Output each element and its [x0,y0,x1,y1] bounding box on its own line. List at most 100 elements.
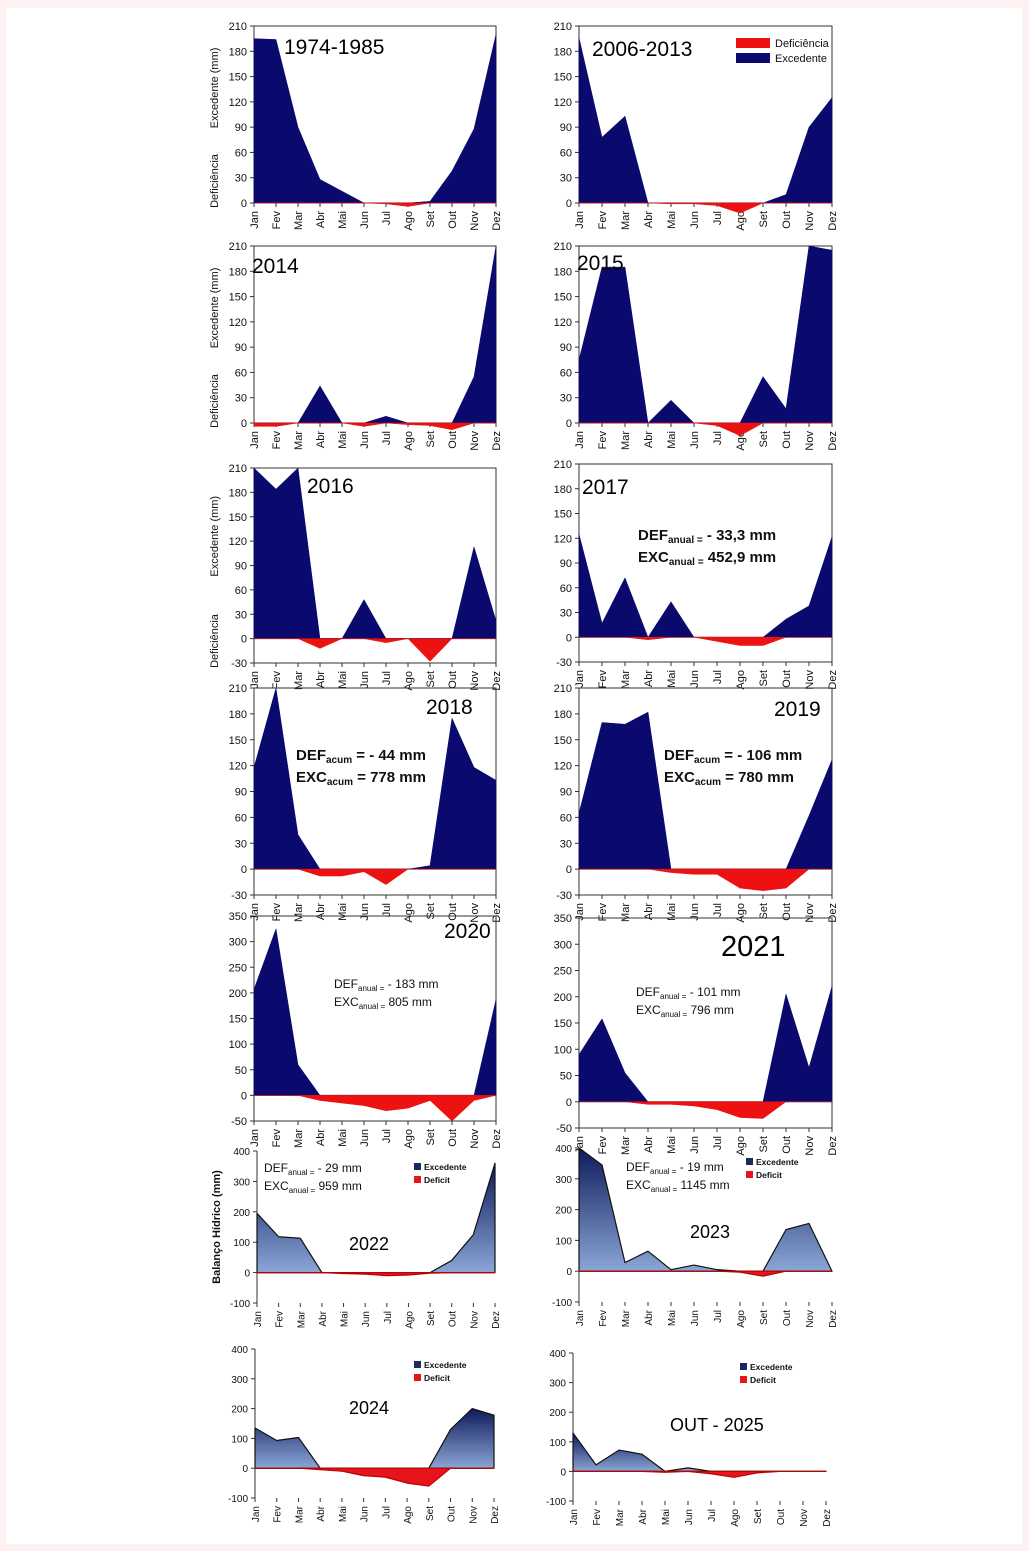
def-subscript: acum [694,755,720,766]
y-tick-label: 0 [566,198,572,210]
x-tick-label: Mar [621,1309,632,1327]
chart-2020: -50 0 50 100 150 200 250 300 350 Jan Fev Mar Abr Mai J… [229,911,503,1149]
chart-title: 1974-1985 [284,36,384,59]
y-tick-label: 0 [560,1467,566,1478]
def-value: - 29 mm [314,1161,361,1175]
y-tick-label: 90 [235,561,247,573]
y-tick-label: -100 [230,1299,250,1310]
x-tick-label: Nov [469,671,481,691]
x-tick-label: Dez [491,671,503,691]
def-label: DEF [636,985,660,999]
y-axis-label-secondary: Deficiência [209,153,221,208]
y-tick-label: 60 [235,812,247,824]
x-tick-label: Set [758,670,770,687]
y-tick-label: -100 [552,1298,572,1309]
figure-panel: 0 30 60 90 120 150 180 210 Jan Fev Mar Abr Mai Jun Jul… [6,8,1022,1544]
y-tick-label: 150 [229,72,247,84]
x-tick-label: Out [447,211,459,229]
x-tick-label: Jan [253,1311,264,1327]
legend: Excedente Deficit [414,1360,467,1383]
x-tick-label: Mar [620,431,632,450]
x-tick-label: Jun [690,1310,701,1326]
chart-2015: 0 30 60 90 120 150 180 210 Jan Fev Mar Abr Mai Jun Jul… [554,241,839,451]
y-tick-label: 150 [229,292,247,304]
x-tick-label: Mai [340,1311,351,1327]
def-annotation: DEFanual = - 183 mm [334,977,438,993]
y-tick-label: 400 [233,1147,250,1158]
x-tick-label: Mar [296,1310,307,1328]
x-tick-label: Jun [689,670,701,688]
y-tick-label: 300 [229,937,247,949]
legend-label-excedente: Excedente [775,53,827,65]
exc-label: EXC [636,1003,661,1017]
y-tick-label: 0 [566,418,572,430]
x-tick-label: Mar [293,671,305,690]
series-area-excedente [256,1162,496,1274]
x-tick-label: Ago [735,670,747,690]
x-tick-label: Dez [491,1129,503,1149]
def-label: DEF [334,977,358,991]
chart-2006-2013: 0 30 60 90 120 150 180 210 Jan Fev Mar Abr Mai Jun Jul… [554,21,839,231]
x-tick-label: Jun [689,431,701,449]
legend-label-deficit: Deficit [424,1373,450,1383]
x-tick-label: Jan [574,670,586,688]
x-tick-label: Set [425,1506,436,1521]
series-area-excedente [253,928,497,1096]
x-tick-label: Fev [597,211,609,230]
x-tick-label: Out [447,1506,458,1522]
x-tick-label: Fev [598,1310,609,1327]
x-tick-label: Set [426,1311,437,1326]
y-tick-label: 200 [549,1408,566,1419]
y-tick-label: 210 [554,459,572,471]
exc-subscript: anual = [651,1185,678,1194]
x-tick-label: Ago [403,671,415,691]
x-tick-label: Jul [712,670,724,684]
x-tick-label: Dez [491,431,503,451]
x-tick-label: Jan [574,211,586,229]
x-tick-label: Jul [383,1311,394,1324]
y-axis-label: Excedente (mm) [209,48,221,129]
x-tick-label: Ago [403,431,415,451]
def-subscript: anual = [660,992,687,1001]
x-tick-label: Jun [684,1509,695,1525]
x-tick-label: Out [781,903,793,921]
y-tick-label: 60 [235,147,247,159]
x-tick-label: Set [425,671,437,688]
x-tick-label: Set [759,1310,770,1325]
def-subscript: acum [326,755,352,766]
x-tick-label: Jun [359,431,371,449]
y-tick-label: 0 [241,864,247,876]
x-tick-label: Fev [597,670,609,689]
x-tick-label: Abr [643,431,655,448]
y-tick-label: 30 [560,173,572,185]
series-area-excedente [253,467,497,639]
x-tick-label: Abr [643,670,655,687]
y-tick-label: 30 [560,608,572,620]
x-tick-label: Fev [271,671,283,690]
y-tick-label: 90 [235,342,247,354]
legend-swatch-deficit [746,1171,753,1178]
x-tick-label: Fev [271,1129,283,1148]
x-tick-label: Ago [403,211,415,231]
x-tick-label: Jun [689,903,701,921]
y-tick-label: 210 [554,683,572,695]
x-tick-label: Jul [712,1136,724,1150]
chart-title: OUT - 2025 [670,1415,764,1435]
series-area-excedente [253,245,497,424]
def-annotation: DEFanual = - 29 mm [264,1161,362,1177]
x-tick-label: Jun [689,211,701,229]
x-tick-label: Jul [381,1506,392,1519]
legend-label-deficit: Deficit [750,1375,776,1385]
x-tick-label: Nov [469,1129,481,1149]
x-tick-label: Ago [403,903,415,923]
def-annotation: DEFanual = - 101 mm [636,985,740,1001]
x-tick-label: Mar [620,903,632,922]
exc-annotation: EXCanual = 796 mm [636,1003,734,1019]
y-tick-label: 0 [241,198,247,210]
exc-value: 959 mm [315,1179,362,1193]
x-tick-label: Fev [597,1136,609,1155]
x-tick-label: Mai [337,903,349,921]
x-tick-label: Jan [575,1310,586,1326]
y-tick-label: 150 [229,735,247,747]
exc-subscript: anual = [669,557,704,568]
